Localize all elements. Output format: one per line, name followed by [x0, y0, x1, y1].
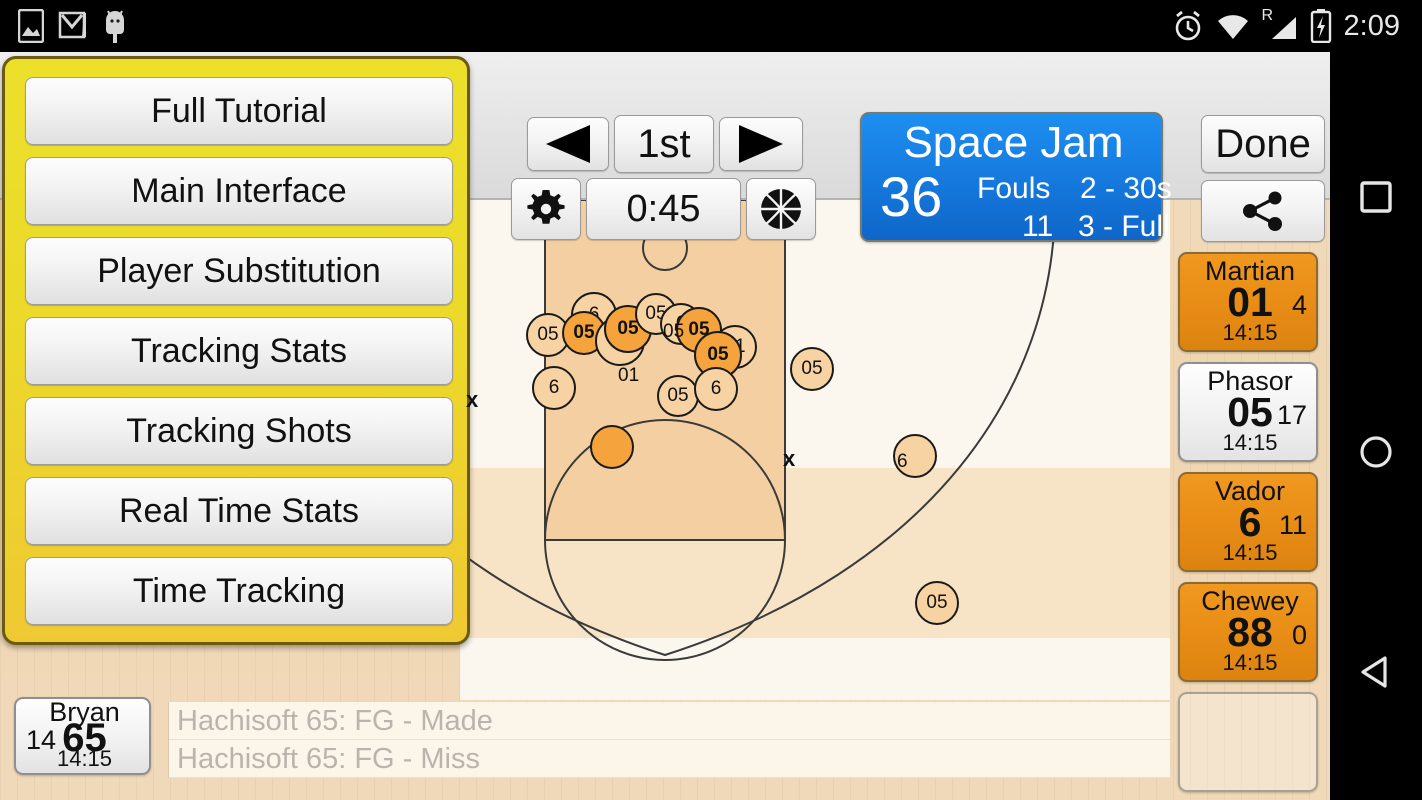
stat-3pt-right: 3PT:100% 2/2	[941, 796, 1109, 800]
battery-charging-icon	[1310, 9, 1331, 43]
back-triangle-icon[interactable]	[1330, 637, 1422, 707]
player-card-empty-slot[interactable]	[1178, 692, 1318, 792]
player-number: 88	[1227, 609, 1273, 655]
log-entry[interactable]: Hachisoft 65: FG - Made	[169, 702, 1170, 740]
cell-signal-roaming-icon: R	[1261, 7, 1298, 43]
triangle-right-icon	[739, 125, 783, 163]
stat-2pt-left: 2PT:89% 17/19	[383, 796, 566, 800]
player-number: 05	[1227, 389, 1273, 435]
next-period-button[interactable]	[719, 117, 803, 171]
shot-marker-label: 01	[618, 365, 640, 386]
player-name: Phasor	[1207, 366, 1293, 396]
shot-marker[interactable]: 05	[915, 581, 959, 625]
player-points: 17	[1276, 400, 1307, 430]
previous-period-button[interactable]	[527, 117, 609, 171]
shot-chart-court[interactable]	[460, 200, 1170, 700]
shot-marker[interactable]: 05	[790, 347, 834, 391]
player-points: 14	[26, 725, 57, 755]
android-status-bar: R 2:09	[0, 0, 1422, 52]
shot-marker-label: 6	[897, 451, 908, 472]
team-name: Space Jam	[903, 118, 1124, 167]
tutorial-button-main-interface[interactable]: Main Interface	[25, 157, 453, 225]
fouls-label: Fouls	[977, 172, 1051, 205]
player-points: 11	[1278, 510, 1307, 540]
gear-icon	[527, 190, 565, 224]
timeouts-30s: 2 - 30s	[1080, 172, 1172, 205]
timeouts-full: 3 - Full	[1078, 210, 1170, 243]
stat-3pt-left: 3PT:100% 3/3	[184, 796, 352, 800]
stat-ft-left: FT:0% 0/1	[8, 796, 130, 800]
roster-panel: Martian 01 4 14:15 Phasor 05 17 14:15 Vador 6 11 14…	[1178, 252, 1318, 800]
stat-ft-right: FT:0% 0/1	[1139, 796, 1261, 800]
recents-square-icon[interactable]	[1330, 162, 1422, 232]
fouls-value: 11	[1022, 210, 1054, 243]
home-circle-icon[interactable]	[1330, 417, 1422, 487]
team-score: 36	[880, 165, 943, 228]
player-card-martian[interactable]: Martian 01 4 14:15	[1178, 252, 1318, 352]
shot-marker[interactable]	[893, 434, 937, 478]
player-time: 14:15	[1222, 540, 1278, 565]
player-name: Vador	[1214, 476, 1286, 506]
court-lines	[460, 200, 1170, 700]
period-display[interactable]: 1st	[614, 115, 714, 173]
player-time: 14:15	[56, 746, 113, 771]
event-log[interactable]: Hachisoft 65: FG - Made Hachisoft 65: FG …	[168, 702, 1170, 778]
player-points: 0	[1291, 620, 1307, 650]
settings-button[interactable]	[511, 178, 581, 240]
player-card-phasor[interactable]: Phasor 05 17 14:15	[1178, 362, 1318, 462]
tutorial-menu-panel: Full Tutorial Main Interface Player Substi…	[2, 56, 470, 645]
status-clock: 2:09	[1343, 10, 1400, 42]
player-number: 01	[1227, 279, 1273, 325]
player-number: 65	[62, 716, 107, 760]
court-x-marker: x	[783, 446, 796, 471]
shot-marker-label: 05	[663, 321, 685, 342]
player-number: 6	[1238, 499, 1262, 545]
tutorial-button-player-substitution[interactable]: Player Substitution	[25, 237, 453, 305]
share-icon	[1243, 191, 1282, 231]
basketball-icon	[761, 189, 801, 229]
gmail-icon	[58, 11, 86, 39]
android-nav-bar	[1330, 52, 1422, 800]
tutorial-button-full-tutorial[interactable]: Full Tutorial	[25, 77, 453, 145]
player-time: 14:15	[1222, 650, 1278, 675]
tutorial-button-tracking-shots[interactable]: Tracking Shots	[25, 397, 453, 465]
tutorial-button-time-tracking[interactable]: Time Tracking	[25, 557, 453, 625]
tutorial-button-tracking-stats[interactable]: Tracking Stats	[25, 317, 453, 385]
log-entry[interactable]: Hachisoft 65: FG - Miss	[169, 740, 1170, 778]
player-card-vador[interactable]: Vador 6 11 14:15	[1178, 472, 1318, 572]
shot-marker[interactable]	[590, 425, 634, 469]
tutorial-button-real-time-stats[interactable]: Real Time Stats	[25, 477, 453, 545]
triangle-left-icon	[546, 125, 590, 163]
bench-player-card[interactable]: Bryan 14 65 14:15	[14, 697, 151, 775]
player-name: Bryan	[49, 697, 120, 727]
share-button[interactable]	[1201, 180, 1325, 242]
alarm-clock-icon	[1175, 10, 1200, 41]
shot-marker[interactable]: 6	[694, 367, 738, 411]
stats-strip: FT:0% 0/1 3PT:100% 3/3 2PT:89% 17/19 2PT…	[0, 778, 1330, 800]
status-notification-icons	[18, 8, 128, 44]
app-content: 1st 0:45 Space	[0, 52, 1330, 800]
scoreboard-panel[interactable]: Space Jam 36 Fouls 11 2 - 30s 3 - Full	[860, 112, 1172, 243]
stat-2pt-right: 2PT:75% 15/20	[748, 796, 931, 800]
wifi-icon	[1217, 15, 1248, 39]
player-time: 14:15	[1222, 430, 1278, 455]
shot-marker[interactable]: 05	[657, 375, 699, 417]
roaming-label: R	[1261, 7, 1274, 24]
status-system-icons: R 2:09	[1172, 6, 1400, 46]
player-name: Martian	[1204, 256, 1296, 286]
player-card-chewey[interactable]: Chewey 88 0 14:15	[1178, 582, 1318, 682]
player-name: Chewey	[1201, 586, 1299, 616]
player-time: 14:15	[1222, 320, 1278, 345]
shot-marker[interactable]: 6	[532, 366, 576, 410]
player-points: 4	[1291, 290, 1307, 320]
image-icon	[18, 9, 44, 43]
basketball-button[interactable]	[746, 178, 816, 240]
court-x-marker: x	[466, 387, 479, 412]
android-robot-icon	[106, 10, 124, 43]
done-button[interactable]: Done	[1201, 115, 1325, 173]
game-clock-display[interactable]: 0:45	[586, 178, 741, 240]
